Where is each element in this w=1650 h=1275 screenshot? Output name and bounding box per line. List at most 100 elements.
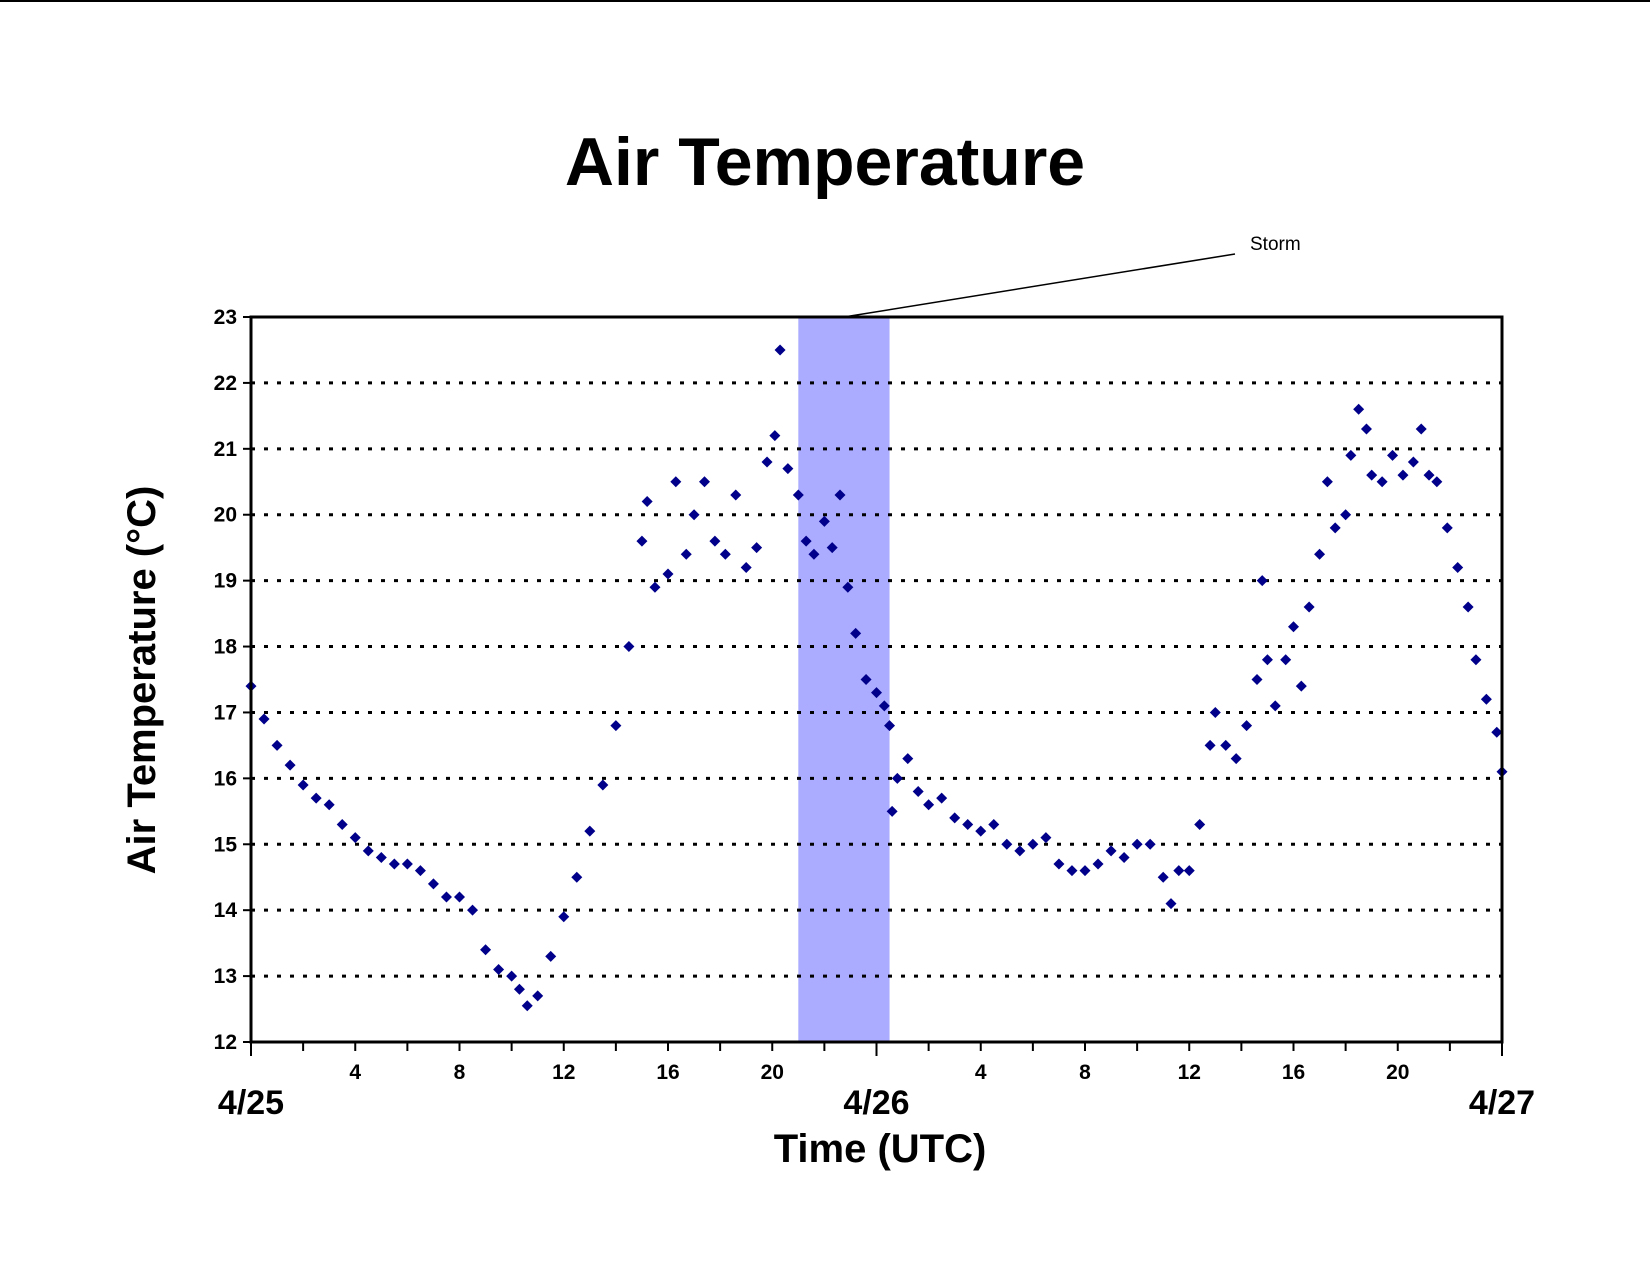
data-point <box>834 489 846 501</box>
data-point <box>842 581 854 593</box>
data-point <box>623 641 635 653</box>
y-tick-label: 20 <box>214 504 237 527</box>
data-point <box>774 344 786 356</box>
data-point <box>1441 522 1453 534</box>
data-point <box>818 515 830 527</box>
data-point <box>902 753 914 765</box>
data-point <box>480 944 492 956</box>
x-tick-label: 16 <box>656 1061 679 1084</box>
y-tick-label: 13 <box>214 965 237 988</box>
data-point <box>1288 621 1299 633</box>
data-point <box>440 891 452 903</box>
x-tick-label: 16 <box>1282 1061 1305 1084</box>
data-point <box>1280 654 1292 666</box>
data-point <box>1366 469 1378 481</box>
data-point <box>323 799 335 811</box>
data-point <box>597 779 609 791</box>
data-point <box>1423 469 1435 481</box>
data-point <box>284 759 296 771</box>
data-point <box>936 792 948 804</box>
data-points <box>245 344 1508 1012</box>
data-point <box>1230 753 1242 765</box>
storm-band <box>798 317 890 1042</box>
x-tick-label: 4 <box>349 1061 361 1084</box>
data-point <box>1353 403 1365 415</box>
data-point <box>1001 838 1013 850</box>
y-tick-label: 19 <box>214 570 237 593</box>
data-point <box>761 456 773 468</box>
data-point <box>949 812 961 824</box>
data-point <box>1314 548 1326 560</box>
y-tick-label: 22 <box>214 372 237 395</box>
data-point <box>662 568 674 580</box>
gridlines <box>251 381 1502 978</box>
y-tick-label: 21 <box>214 438 238 461</box>
data-point <box>1387 449 1399 461</box>
data-point <box>730 489 742 501</box>
data-point <box>271 739 283 751</box>
data-point <box>1209 706 1221 718</box>
data-point <box>1066 865 1078 877</box>
data-point <box>1321 476 1333 488</box>
data-point <box>1220 739 1232 751</box>
data-point <box>871 687 882 699</box>
y-tick-label: 16 <box>214 767 237 790</box>
data-point <box>808 548 820 560</box>
data-point <box>1092 858 1104 870</box>
y-tick-label: 14 <box>214 899 238 922</box>
data-point <box>988 819 1000 830</box>
data-point <box>1470 654 1482 666</box>
data-point <box>636 535 648 547</box>
chart-title: Air Temperature <box>565 124 1085 200</box>
y-axis-ticks: 12 13 14 15 16 17 18 19 20 21 22 23 <box>214 306 251 1054</box>
data-point <box>427 878 439 890</box>
data-point <box>1360 423 1372 435</box>
data-point <box>1173 865 1185 877</box>
x-tick-label: 20 <box>761 1061 784 1084</box>
x-tick-label: 4 <box>975 1061 987 1084</box>
data-point <box>349 832 361 844</box>
x-axis-label: Time (UTC) <box>774 1127 987 1171</box>
x-tick-label: 12 <box>1178 1061 1201 1084</box>
data-point <box>719 548 731 560</box>
data-point <box>826 542 838 554</box>
date-label: 4/26 <box>843 1084 909 1122</box>
y-tick-label: 18 <box>214 636 238 659</box>
data-point <box>1431 476 1443 488</box>
data-point <box>670 476 682 488</box>
data-point <box>310 792 322 804</box>
data-point <box>1295 680 1307 692</box>
data-point <box>860 674 872 685</box>
data-point <box>1157 871 1169 883</box>
data-point <box>1079 865 1091 877</box>
y-tick-label: 17 <box>214 701 237 724</box>
data-point <box>493 964 505 975</box>
data-point <box>751 542 763 554</box>
data-point <box>962 819 974 830</box>
data-point <box>506 970 518 982</box>
data-point <box>1269 700 1281 712</box>
data-point <box>610 720 622 732</box>
data-point <box>558 911 570 923</box>
data-point <box>454 891 465 903</box>
data-point <box>375 851 387 863</box>
storm-highlight-group: Storm <box>798 234 1301 1042</box>
x-tick-label: 20 <box>1386 1061 1409 1084</box>
data-point <box>1014 845 1026 857</box>
y-tick-label: 12 <box>214 1031 237 1054</box>
data-point <box>467 904 479 916</box>
data-point <box>740 561 752 573</box>
data-point <box>680 548 692 560</box>
date-label: 4/25 <box>218 1084 284 1122</box>
data-point <box>1204 739 1216 751</box>
data-point <box>782 463 794 475</box>
data-point <box>1165 898 1177 910</box>
data-point <box>571 871 583 883</box>
data-point <box>1105 845 1117 857</box>
data-point <box>1131 838 1143 850</box>
data-point <box>1256 575 1268 587</box>
data-point <box>884 720 896 732</box>
date-label: 4/27 <box>1469 1084 1535 1122</box>
data-point <box>1376 476 1388 488</box>
